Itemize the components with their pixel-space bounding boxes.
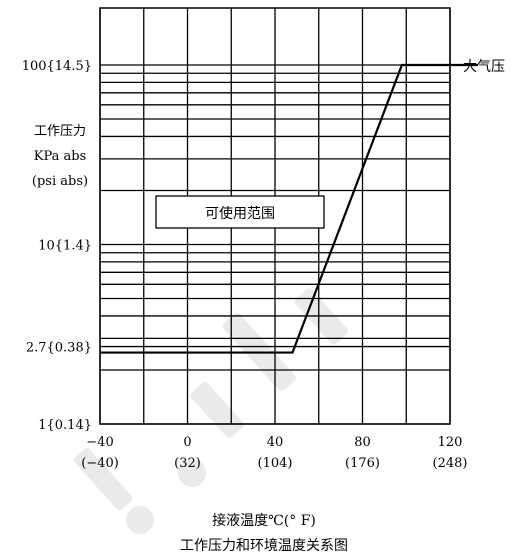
series-line bbox=[100, 63, 478, 354]
y-tick-label: 2.7{0.38} bbox=[26, 341, 92, 356]
x-tick-sublabel: (176) bbox=[345, 456, 380, 471]
y-axis-label-line: KPa abs bbox=[34, 149, 87, 164]
x-tick-label: 0 bbox=[183, 435, 191, 450]
x-tick-label: 40 bbox=[267, 435, 284, 450]
x-tick-sublabel: (248) bbox=[433, 456, 468, 471]
x-tick-label: 120 bbox=[438, 435, 463, 450]
plot-frame bbox=[99, 7, 451, 425]
x-tick-sublabel: (−40) bbox=[81, 456, 119, 471]
y-axis-label-line: (psi abs) bbox=[32, 174, 88, 189]
y-axis-label-line: 工作压力 bbox=[34, 124, 86, 139]
usable-range-box: 可使用范围 bbox=[155, 195, 325, 229]
y-tick-label: 100{14.5} bbox=[22, 59, 92, 74]
usable-range-label: 可使用范围 bbox=[205, 205, 275, 222]
x-tick-label: 80 bbox=[354, 435, 371, 450]
series-layer bbox=[100, 63, 478, 354]
x-tick-sublabel: (32) bbox=[174, 456, 201, 471]
y-tick-label: 10{1.4} bbox=[38, 239, 92, 254]
x-tick-sublabel: (104) bbox=[258, 456, 293, 471]
x-tick-label: −40 bbox=[86, 435, 113, 450]
chart-title: 工作压力和环境温度关系图 bbox=[180, 538, 348, 554]
y-axis-label: 工作压力 KPa abs (psi abs) bbox=[32, 124, 88, 189]
x-axis-label: 接液温度℃(° F) bbox=[212, 513, 316, 529]
y-tick-labels: 1{0.14} 2.7{0.38} 10{1.4} 100{14.5} bbox=[22, 59, 92, 433]
grid-layer bbox=[99, 8, 451, 425]
atmospheric-pressure-label: 大气压 bbox=[463, 59, 505, 75]
y-tick-label: 1{0.14} bbox=[38, 418, 92, 433]
x-tick-labels: −40 (−40) 0 (32) 40 (104) 80 (176) 120 (248) bbox=[81, 435, 467, 471]
